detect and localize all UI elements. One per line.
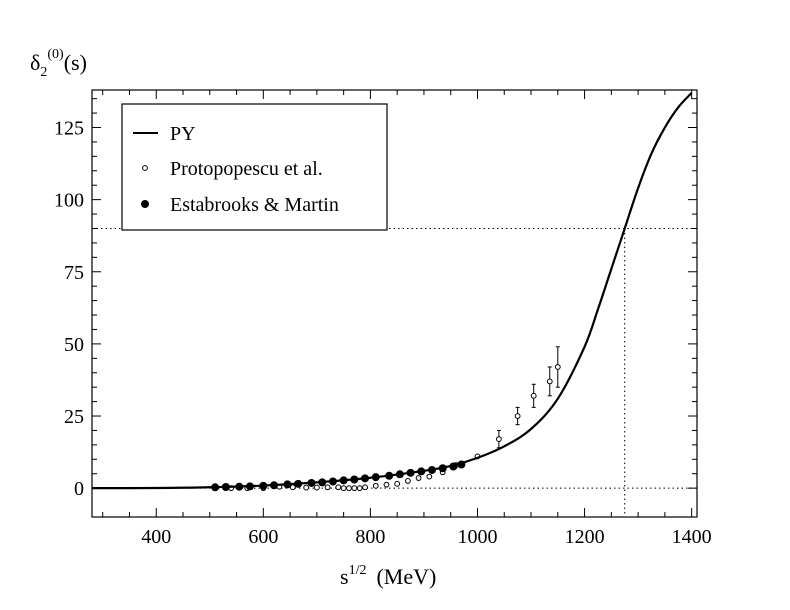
legend-entry-estabrooks-martin: Estabrooks & Martin bbox=[170, 194, 339, 216]
legend: PY Protopopescu et al. Estabrooks & Mart… bbox=[121, 103, 388, 231]
protopopescu-series bbox=[212, 346, 561, 492]
protopopescu-point bbox=[313, 484, 320, 491]
protopopescu-point bbox=[346, 485, 352, 492]
py-curve-series bbox=[91, 92, 693, 490]
py-curve bbox=[91, 92, 693, 490]
y-tick-label: 100 bbox=[54, 190, 84, 212]
protopopescu-point bbox=[383, 481, 390, 488]
x-tick-label: 600 bbox=[248, 526, 278, 548]
protopopescu-point bbox=[496, 436, 502, 443]
y-axis-ticks: 0 25 50 75 100 125 bbox=[54, 98, 697, 500]
y-tick-label: 0 bbox=[74, 478, 84, 500]
protopopescu-point bbox=[324, 484, 331, 491]
protopopescu-point bbox=[415, 475, 422, 481]
y-tick-label: 25 bbox=[64, 406, 84, 428]
protopopescu-point bbox=[351, 485, 358, 492]
x-axis-title-main: s bbox=[340, 564, 349, 589]
plot-frame bbox=[91, 89, 698, 518]
y-tick-label: 125 bbox=[54, 118, 84, 140]
x-tick-label: 1000 bbox=[457, 526, 497, 548]
x-tick-label: 1200 bbox=[565, 526, 605, 548]
protopopescu-point bbox=[356, 485, 363, 492]
protopopescu-point bbox=[554, 364, 561, 370]
x-axis-title: s1/2 (MeV) bbox=[340, 563, 436, 589]
legend-open-circle-swatch bbox=[142, 165, 148, 171]
protopopescu-point bbox=[394, 480, 401, 487]
protopopescu-point bbox=[530, 392, 537, 399]
x-axis-title-tail: (MeV) bbox=[376, 564, 436, 589]
protopopescu-point bbox=[372, 482, 379, 489]
y-axis-title-tail: (s) bbox=[64, 50, 87, 75]
protopopescu-point bbox=[404, 478, 411, 484]
y-axis-title: δ2(0)(s) bbox=[30, 47, 87, 80]
y-axis-title-subscript: 2 bbox=[40, 65, 47, 80]
reference-lines bbox=[92, 227, 697, 517]
x-tick-label: 400 bbox=[141, 526, 171, 548]
protopopescu-point bbox=[514, 413, 521, 419]
x-axis-title-superscript: 1/2 bbox=[349, 563, 367, 578]
y-tick-label: 50 bbox=[64, 334, 84, 356]
protopopescu-point bbox=[426, 473, 433, 480]
legend-entry-py: PY bbox=[170, 123, 196, 145]
legend-filled-circle-swatch bbox=[141, 200, 149, 208]
legend-box bbox=[121, 103, 388, 231]
protopopescu-point bbox=[546, 378, 553, 385]
legend-entry-protopopescu: Protopopescu et al. bbox=[170, 158, 323, 180]
protopopescu-point bbox=[340, 485, 347, 492]
x-tick-label: 1400 bbox=[672, 526, 712, 548]
protopopescu-point bbox=[335, 484, 342, 491]
protopopescu-point bbox=[362, 484, 368, 491]
y-tick-label: 75 bbox=[64, 262, 84, 284]
y-axis-title-main: δ bbox=[30, 50, 40, 75]
protopopescu-point bbox=[303, 484, 310, 491]
y-axis-title-superscript: (0) bbox=[47, 47, 64, 62]
x-tick-label: 800 bbox=[355, 526, 385, 548]
x-axis-ticks: 400 600 800 1000 1200 1400 bbox=[102, 90, 712, 548]
